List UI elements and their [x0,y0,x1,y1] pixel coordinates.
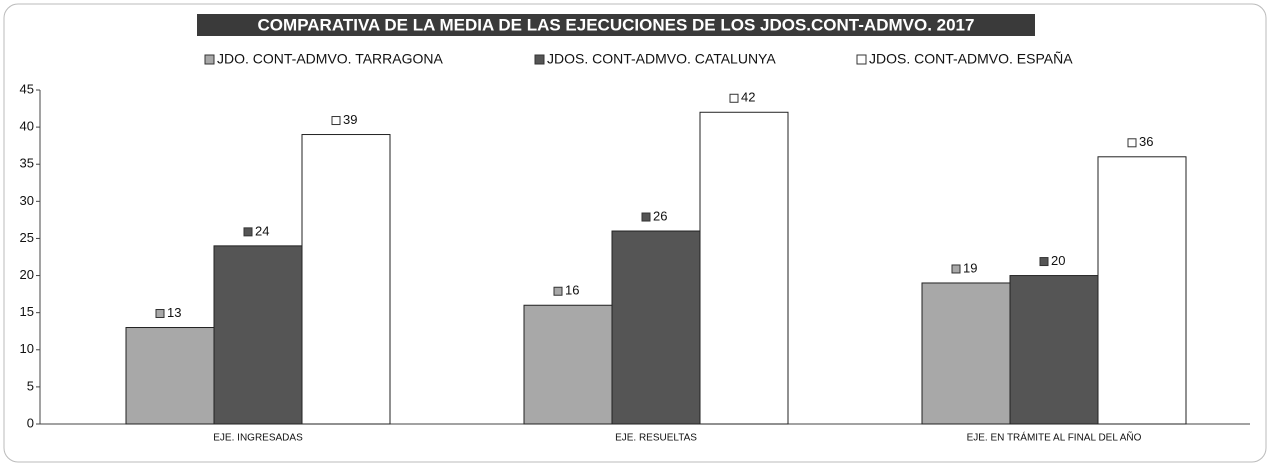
bar [1009,275,1099,425]
label-marker [729,93,739,103]
data-label: 36 [1139,134,1153,149]
legend-swatch [534,54,545,65]
y-tick-label: 45 [20,81,34,96]
y-tick-label: 40 [20,119,34,134]
label-marker [243,227,253,237]
chart-title: COMPARATIVA DE LA MEDIA DE LAS EJECUCION… [258,15,975,34]
bar [301,134,391,425]
x-tick-label: EJE. RESUELTAS [615,433,697,444]
bar [699,111,789,425]
y-tick-label: 20 [20,267,34,282]
legend-swatch [856,54,867,65]
bar [611,230,701,425]
y-tick-label: 15 [20,304,34,319]
chart-frame [3,3,1267,463]
legend-label: JDO. CONT-ADMVO. TARRAGONA [217,51,443,67]
legend-label: JDOS. CONT-ADMVO. ESPAÑA [869,51,1073,67]
y-tick-label: 25 [20,230,34,245]
x-tick-label: EJE. EN TRÁMITE AL FINAL DEL AÑO [967,431,1142,444]
bar [1097,156,1187,425]
y-tick-label: 0 [27,415,34,430]
data-label: 13 [167,305,181,320]
label-marker [641,212,651,222]
bar [921,282,1011,425]
bar [125,327,215,425]
title-box [197,14,1035,36]
y-tick-label: 30 [20,193,34,208]
label-marker [1039,257,1049,267]
x-tick-label: EJE. INGRESADAS [213,433,303,444]
label-marker [553,286,563,296]
data-label: 16 [565,283,579,298]
data-label: 19 [963,260,977,275]
data-label: 20 [1051,253,1065,268]
legend-label: JDOS. CONT-ADMVO. CATALUNYA [547,51,776,67]
label-marker [155,309,165,319]
label-marker [331,116,341,126]
y-tick-label: 5 [27,378,34,393]
data-label: 42 [741,90,755,105]
data-label: 39 [343,112,357,127]
bar [523,304,613,425]
data-label: 26 [653,208,667,223]
label-marker [1127,138,1137,148]
bar [213,245,303,425]
legend-swatch [204,54,215,65]
data-label: 24 [255,223,269,238]
y-tick-label: 35 [20,156,34,171]
y-tick-label: 10 [20,341,34,356]
label-marker [951,264,961,274]
